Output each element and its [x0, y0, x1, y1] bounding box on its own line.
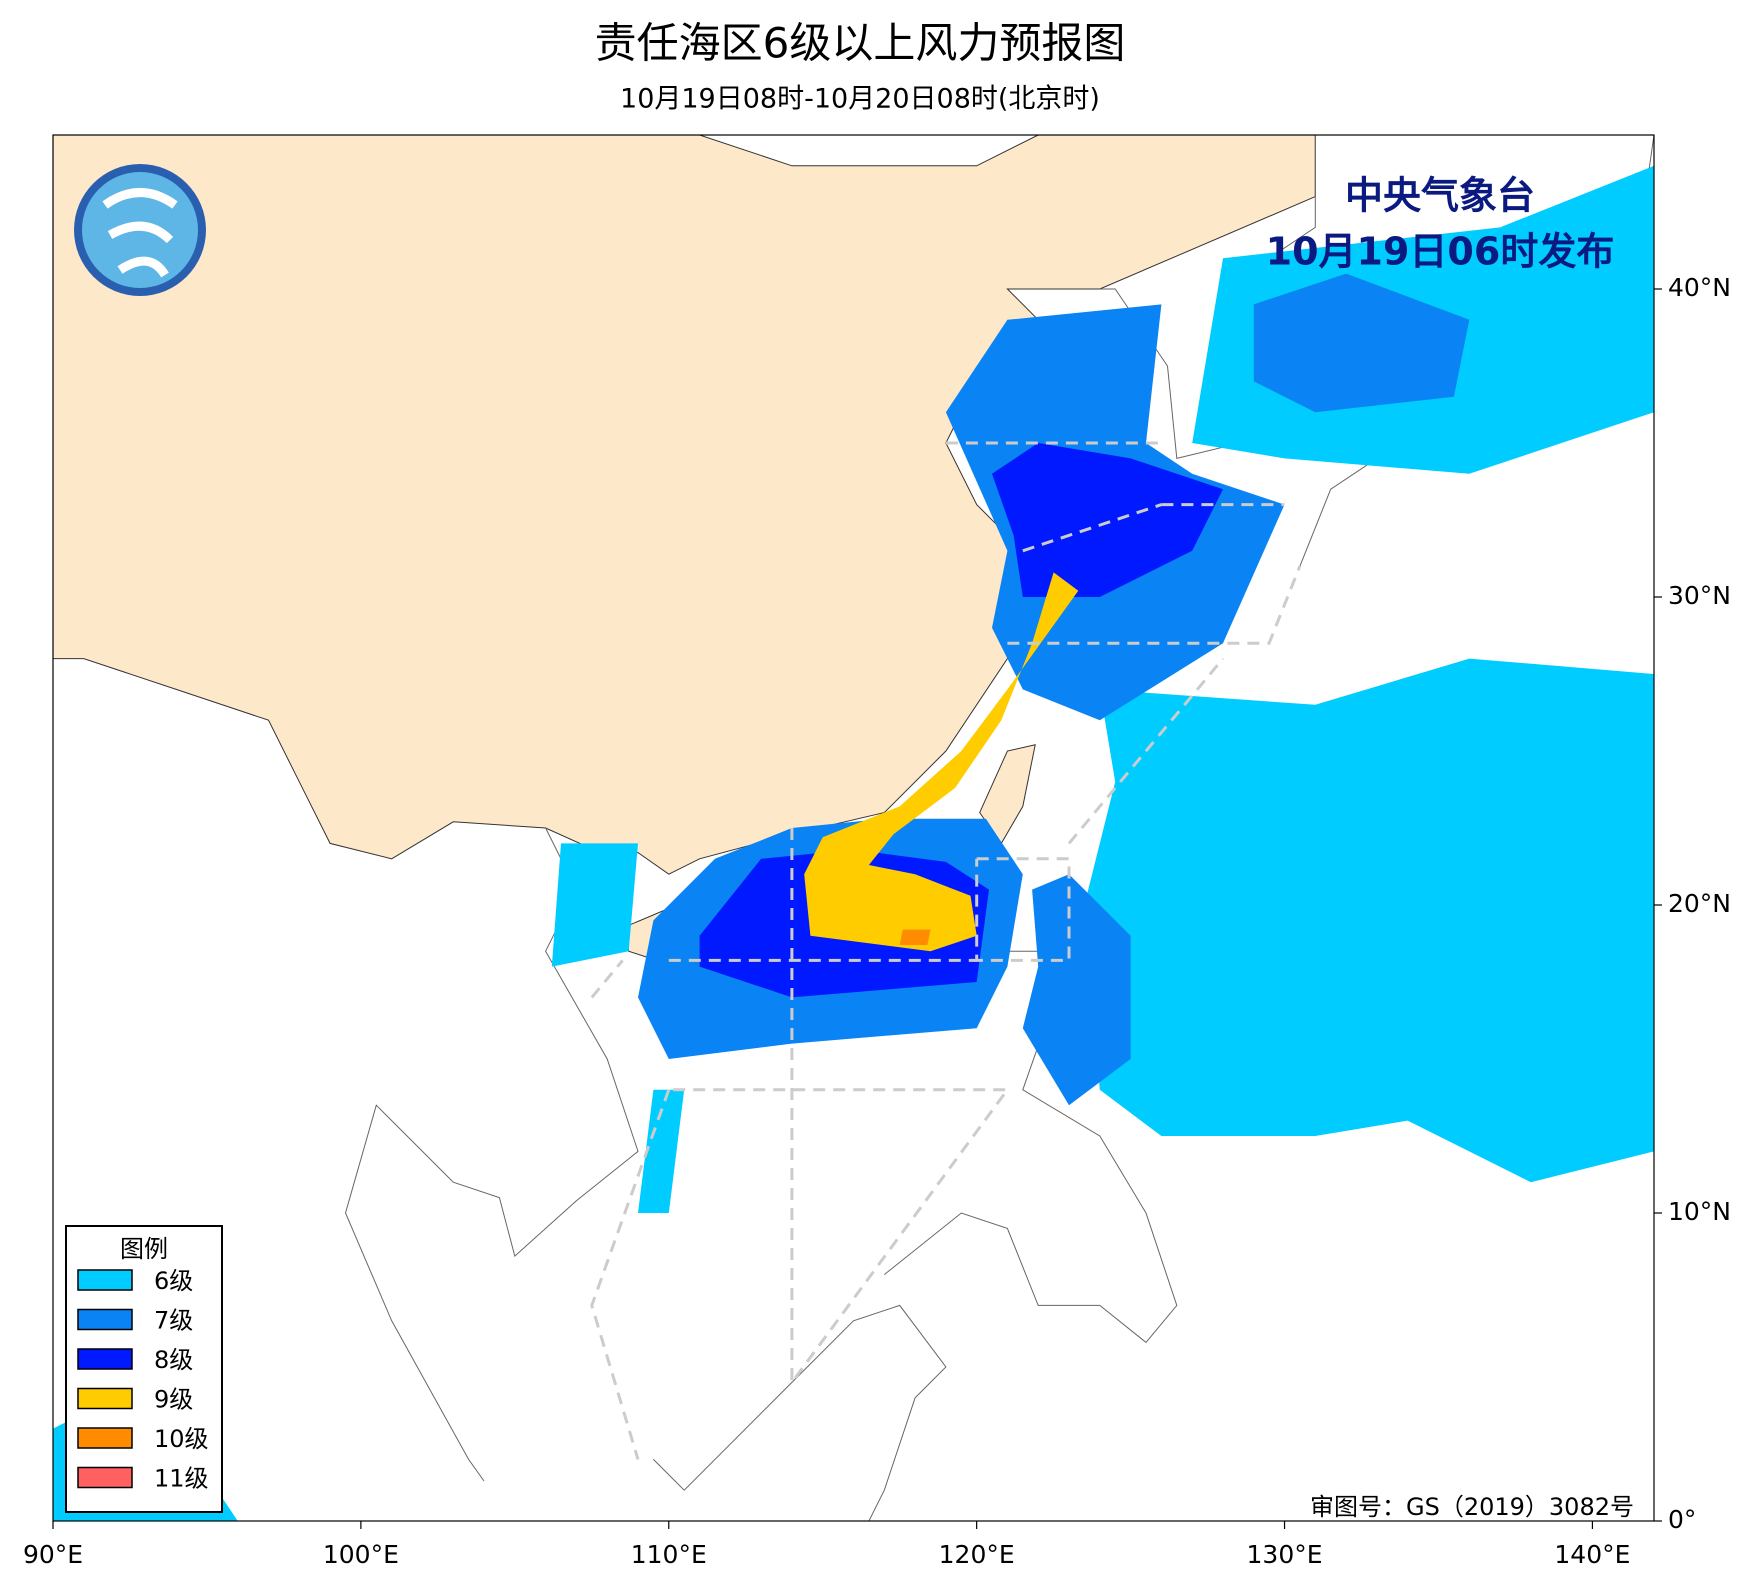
wind-area [804, 572, 1079, 952]
legend-swatch [77, 1269, 133, 1291]
sea-zone-border [590, 1089, 671, 1460]
sea-zone-border [1022, 503, 1162, 553]
wind-area [551, 843, 638, 967]
y-tick-label: 30°N [1668, 581, 1731, 610]
wind-area [1253, 273, 1470, 413]
map-layers [53, 135, 1654, 1521]
sea-zone-border [590, 959, 624, 999]
x-tick-label: 120°E [939, 1540, 1015, 1569]
wind-area [638, 1089, 685, 1213]
sea-zone-border [1007, 565, 1302, 645]
wind-area [1022, 874, 1131, 1106]
legend-label: 8级 [154, 1346, 193, 1374]
y-tick-label: 10°N [1668, 1197, 1731, 1226]
wind-area [992, 443, 1223, 597]
legend-label: 10级 [154, 1425, 209, 1453]
title: 责任海区6级以上风力预报图 [595, 19, 1126, 68]
y-tick-label: 40°N [1668, 273, 1731, 302]
legend-swatch [77, 1427, 133, 1449]
logo-mark [102, 188, 178, 278]
legend-swatch [77, 1466, 133, 1489]
subtitle: 10月19日08时-10月20日08时(北京时) [620, 84, 1100, 115]
y-tick-label: 20°N [1668, 889, 1731, 918]
review-number: 审图号：GS（2019）3082号 [1310, 1493, 1634, 1521]
legend-label: 11级 [154, 1465, 209, 1493]
legend-swatch [77, 1348, 133, 1370]
sea-zone-border [1067, 657, 1225, 845]
x-tick-label: 130°E [1247, 1540, 1323, 1569]
legend-swatch [77, 1308, 133, 1331]
map-frame [52, 134, 1655, 1522]
legend-label: 7级 [154, 1307, 193, 1335]
legend-label: 6级 [154, 1267, 193, 1295]
coastline [653, 1304, 947, 1521]
sea-zone-border [668, 828, 1011, 1387]
y-tick-label: 0° [1668, 1505, 1696, 1534]
legend-swatch [77, 1387, 133, 1410]
issue-time: 10月19日06时发布 [1266, 230, 1615, 274]
wind-area [899, 929, 931, 945]
agency: 中央气象台 [1345, 174, 1535, 218]
x-tick-label: 100°E [323, 1540, 399, 1569]
legend: 图例 6级 7级 8级 9级 10级 11级 [65, 1225, 223, 1513]
wind-area [1084, 658, 1654, 1183]
logo [74, 164, 206, 296]
legend-label: 9级 [154, 1386, 193, 1414]
x-tick-label: 140°E [1554, 1540, 1630, 1569]
x-tick-label: 110°E [631, 1540, 707, 1569]
x-tick-label: 90°E [23, 1540, 83, 1569]
sea-zone-border [975, 857, 1071, 962]
coastline [344, 827, 639, 1482]
legend-title: 图例 [120, 1235, 168, 1263]
